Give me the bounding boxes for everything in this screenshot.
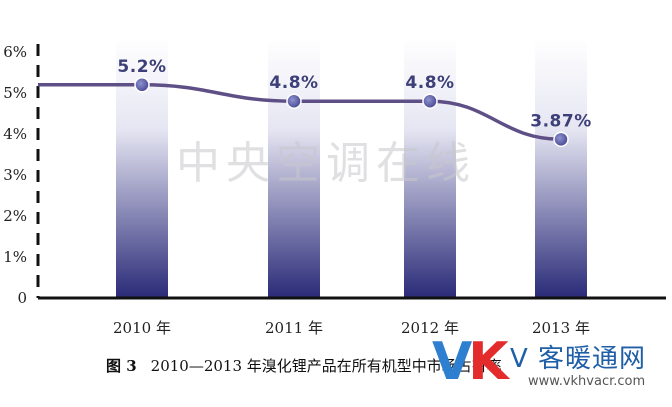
logo-url: www.vkhvacr.com xyxy=(528,374,646,389)
data-label-1: 5.2% xyxy=(117,57,166,77)
data-point-2 xyxy=(286,93,302,109)
data-label-3: 4.8% xyxy=(405,73,454,93)
data-label-4: 3.87% xyxy=(530,111,591,131)
figure-number: 图 3 xyxy=(106,357,137,375)
logo-letter-k: K xyxy=(468,332,508,392)
market-share-line xyxy=(38,83,562,142)
category-column-4 xyxy=(535,38,587,298)
category-column-3 xyxy=(404,38,456,298)
figure-caption: 图 3 2010—2013 年溴化锂产品在所有机型中市场占有率 xyxy=(106,355,502,376)
y-tick-label: 0 xyxy=(17,289,27,307)
data-label-2: 4.8% xyxy=(269,73,318,93)
figure-caption-text: 2010—2013 年溴化锂产品在所有机型中市场占有率 xyxy=(150,357,502,375)
y-tick-label: 6% xyxy=(3,43,27,61)
category-column-2 xyxy=(268,38,320,298)
data-point-3 xyxy=(422,93,438,109)
x-axis-labels: 2010 年 2011 年 2012 年 2013 年 xyxy=(113,319,590,337)
site-logo: VK V 客暖通网 www.vkhvacr.com xyxy=(432,334,668,398)
x-category-label: 2011 年 xyxy=(265,319,323,337)
y-tick-label: 4% xyxy=(3,125,27,143)
x-category-label: 2010 年 xyxy=(113,319,171,337)
x-category-label: 2012 年 xyxy=(401,319,459,337)
logo-mark: VK xyxy=(432,332,509,392)
x-category-label: 2013 年 xyxy=(532,319,590,337)
logo-letter-v: V xyxy=(432,332,472,392)
y-tick-label: 5% xyxy=(3,84,27,102)
y-axis: 0 1% 2% 3% 4% 5% 6% xyxy=(3,43,40,307)
data-point-4 xyxy=(553,131,569,148)
data-point-1 xyxy=(134,77,150,93)
logo-site-name: V 客暖通网 xyxy=(510,344,647,374)
trend-line-layer: 5.2% 4.8% 4.8% 3.87% xyxy=(38,57,591,148)
y-tick-label: 3% xyxy=(3,166,27,184)
watermark-text: 中央空调在线 xyxy=(176,138,476,189)
y-tick-label: 1% xyxy=(3,248,27,266)
category-column-1 xyxy=(116,38,168,298)
y-tick-label: 2% xyxy=(3,207,27,225)
